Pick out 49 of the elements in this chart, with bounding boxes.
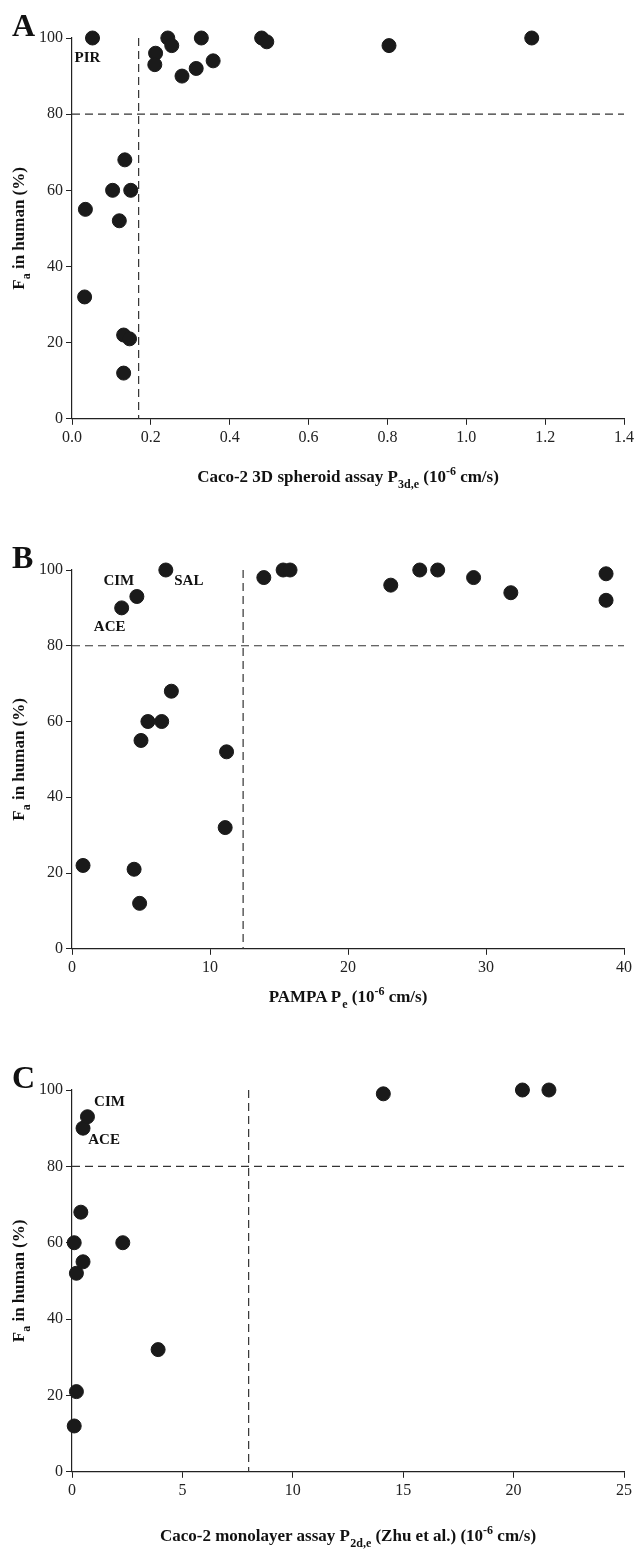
x-tick-label: 0 — [68, 1480, 76, 1498]
y-tick-label: 0 — [55, 1462, 63, 1479]
text: C — [12, 1059, 36, 1096]
annotation: ACE — [93, 617, 126, 634]
annotation: CIM — [103, 572, 135, 589]
y-tick-label: 80 — [47, 1156, 63, 1174]
y-tick-label: 0 — [55, 939, 63, 956]
annotation: SAL — [174, 571, 204, 588]
y-tick-label: 60 — [47, 180, 63, 198]
x-tick-label: 0.0 — [62, 427, 82, 445]
x-tick-label: 0.8 — [377, 427, 398, 445]
y-tick-label: 20 — [47, 332, 63, 350]
y-tick-label: 80 — [47, 104, 63, 122]
text: A — [12, 7, 36, 44]
annotation: ACE — [88, 1131, 120, 1148]
y-axis-title: Fa in human (%) — [9, 698, 33, 821]
y-tick-label: 100 — [39, 560, 63, 578]
x-tick-label: 1.2 — [535, 427, 556, 445]
x-tick-label: 30 — [478, 957, 494, 975]
y-tick-label: 80 — [47, 635, 63, 653]
x-tick-label: 25 — [616, 1480, 632, 1498]
y-axis-title: Fa in human (%) — [9, 167, 33, 290]
x-tick-label: 40 — [616, 957, 632, 975]
x-tick-label: 0.6 — [298, 427, 319, 445]
y-tick-label: 100 — [39, 1080, 63, 1098]
x-tick-label: 5 — [178, 1480, 187, 1498]
text: B — [12, 539, 34, 576]
x-tick-label: 20 — [505, 1480, 522, 1498]
x-tick-label: 1.4 — [614, 427, 634, 445]
x-tick-label: 15 — [395, 1480, 412, 1498]
y-tick-label: 100 — [39, 28, 63, 46]
x-tick-label: 0.4 — [219, 427, 240, 445]
x-tick-label: 1.0 — [456, 427, 477, 445]
x-tick-label: 10 — [202, 957, 218, 975]
y-tick-label: 20 — [47, 863, 63, 881]
x-tick-label: 0 — [68, 957, 76, 975]
y-tick-label: 60 — [47, 711, 63, 729]
y-tick-label: 40 — [47, 787, 63, 805]
x-tick-label: 0.2 — [140, 427, 161, 445]
y-tick-label: 40 — [47, 1309, 63, 1327]
y-tick-label: 20 — [47, 1385, 63, 1403]
annotation: PIR — [74, 48, 101, 65]
x-tick-label: 20 — [340, 957, 356, 975]
y-axis-title: Fa in human (%) — [9, 1219, 33, 1343]
x-tick-label: 10 — [284, 1480, 301, 1498]
annotation: CIM — [94, 1092, 125, 1109]
y-tick-label: 40 — [47, 256, 63, 274]
y-tick-label: 60 — [47, 1232, 63, 1250]
y-tick-label: 0 — [55, 409, 63, 426]
